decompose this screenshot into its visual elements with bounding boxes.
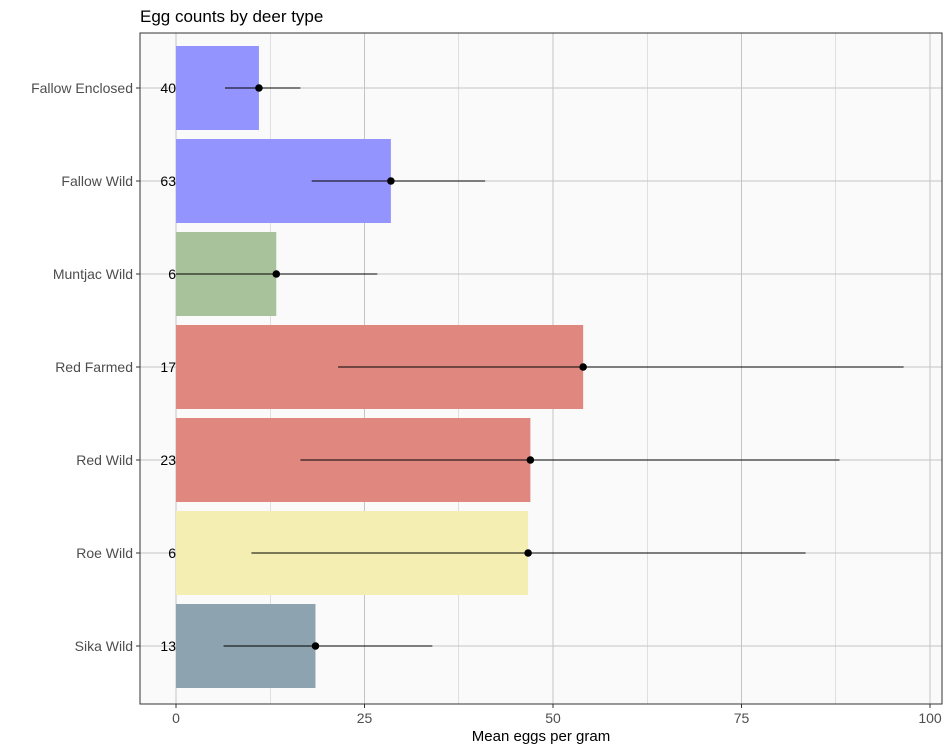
- chart-title: Egg counts by deer type: [140, 7, 323, 26]
- y-tick-label: Red Farmed: [55, 359, 133, 375]
- y-tick-label: Fallow Wild: [61, 173, 133, 189]
- mean-point: [387, 177, 395, 185]
- count-label: 23: [160, 452, 176, 468]
- mean-point: [524, 549, 532, 557]
- x-tick-label: 75: [734, 710, 750, 726]
- mean-point: [255, 84, 263, 92]
- y-tick-label: Muntjac Wild: [53, 266, 133, 282]
- count-label: 13: [160, 638, 176, 654]
- mean-points: [255, 84, 587, 650]
- mean-point: [526, 456, 535, 464]
- plot-panel-border: [139, 32, 943, 705]
- count-labels: 40 63 6 17 23 6 13: [160, 80, 176, 654]
- x-tick-label: 50: [545, 710, 561, 726]
- y-tick-labels: Fallow Enclosed Fallow Wild Muntjac Wild Re…: [31, 80, 140, 654]
- count-label: 17: [160, 359, 176, 375]
- y-tick-label: Sika Wild: [75, 638, 133, 654]
- count-label: 40: [160, 80, 176, 96]
- y-tick-label: Red Wild: [76, 452, 133, 468]
- x-tick-label: 25: [357, 710, 373, 726]
- count-label: 6: [168, 545, 176, 561]
- mean-point: [579, 363, 587, 371]
- x-tick-label: 0: [172, 710, 180, 726]
- count-label: 63: [160, 173, 176, 189]
- mean-point: [311, 642, 320, 650]
- y-tick-label: Fallow Enclosed: [31, 80, 133, 96]
- mean-point: [272, 270, 281, 278]
- count-label: 6: [168, 266, 176, 282]
- x-axis-label: Mean eggs per gram: [472, 728, 610, 745]
- y-tick-label: Roe Wild: [76, 545, 133, 561]
- x-tick-labels: 0 25 50 75 100: [172, 704, 942, 726]
- x-tick-label: 100: [918, 710, 942, 726]
